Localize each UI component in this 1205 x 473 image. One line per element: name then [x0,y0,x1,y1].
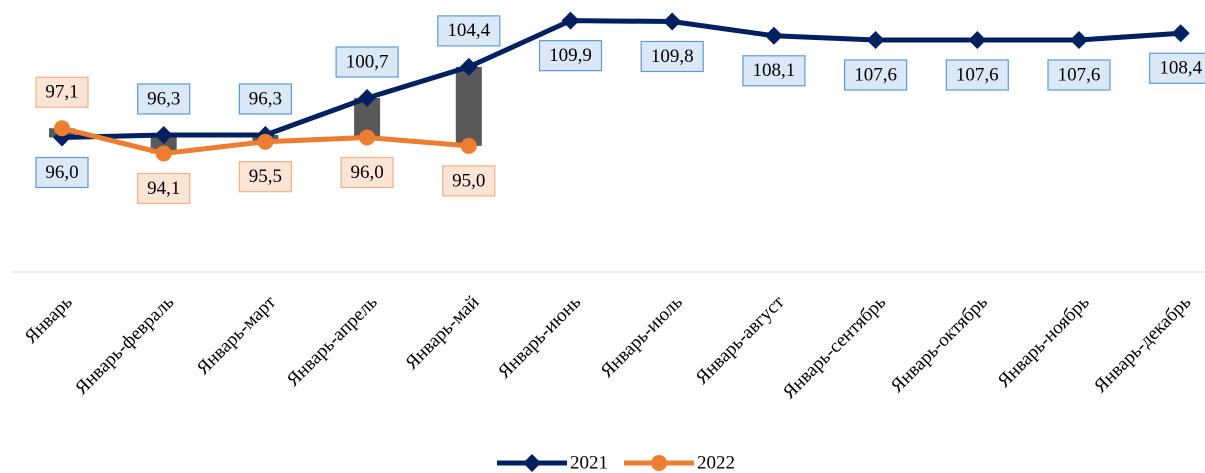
x-tick-label: Январь-октябрь [887,292,992,397]
data-label-box [843,59,908,91]
data-label: 107,6 [1047,59,1111,91]
marker [154,125,173,144]
data-label-box [538,40,603,72]
data-label-text: 107,6 [854,64,897,85]
marker [459,57,478,76]
data-label: 96,0 [35,156,89,189]
marker [359,129,376,146]
data-label-box [742,55,806,87]
data-label-box [437,15,501,47]
data-label-box [442,165,496,197]
x-tick-label: Январь-февраль [71,292,178,399]
data-label-box [137,83,191,115]
marker [257,133,274,150]
marker [1171,24,1190,43]
data-label-box [640,40,704,73]
x-tick-label: Январь-декабрь [1090,292,1195,397]
legend-marker [651,455,667,471]
data-label-text: 107,6 [956,64,999,85]
data-label: 94,1 [137,172,191,205]
marker [663,12,682,31]
data-label-text: 109,8 [651,46,694,67]
data-label-text: 107,6 [1058,64,1101,85]
data-label: 108,1 [742,55,806,87]
data-label: 96,3 [238,83,292,115]
legend-item: 2022 [624,452,735,473]
data-label: 95,5 [238,161,292,193]
data-label-box [335,46,399,78]
data-label-text: 96,3 [147,88,180,109]
data-label-box [238,83,292,115]
data-label: 107,6 [945,59,1009,91]
data-label: 109,9 [538,40,603,72]
data-label: 104,4 [437,15,501,47]
legend-marker [523,454,541,472]
marker [866,30,885,49]
x-tick-label: Январь [21,292,77,348]
x-tick-label: Январь-август [692,291,789,388]
data-label-text: 97,1 [45,82,78,103]
data-label-box [137,172,191,205]
legend-label: 2021 [570,452,608,473]
marker [358,88,377,107]
data-label-text: 96,0 [45,162,78,183]
data-label-box [1149,52,1205,84]
data-label-text: 95,5 [249,166,282,187]
data-label: 95,0 [442,165,496,197]
x-tick-label: Январь-июнь [494,292,585,383]
data-label: 100,7 [335,46,399,78]
x-tick-label: Январь-ноябрь [994,292,1094,392]
data-label: 96,0 [340,156,394,189]
data-label-box [35,156,89,189]
data-label-box [945,59,1009,91]
x-tick-label: Январь-июль [597,292,687,382]
data-label: 108,4 [1149,52,1205,84]
data-label: 107,6 [843,59,908,91]
data-label-box [35,76,89,108]
marker [561,11,580,30]
data-label-text: 108,1 [753,60,796,81]
x-tick-label: Январь-апрель [283,292,382,391]
data-label-text: 109,9 [549,45,592,66]
legend-label: 2022 [697,452,735,473]
marker [460,137,477,154]
data-label: 97,1 [35,76,89,108]
data-label-box [1047,59,1111,91]
legend-item: 2021 [497,452,608,473]
data-label-text: 104,4 [447,20,490,41]
data-label: 96,3 [137,83,191,115]
data-label-text: 100,7 [346,51,389,72]
x-tick-label: Январь-сентябрь [779,292,891,404]
data-label-text: 94,1 [147,178,180,199]
x-tick-label: Январь-март [193,291,281,379]
marker [155,145,172,162]
data-label-box [238,161,292,193]
marker [968,30,987,49]
data-label-text: 96,3 [249,88,282,109]
data-label-box [340,156,394,189]
hi-lo-bar [455,66,482,146]
marker [54,120,70,137]
marker [1070,30,1088,49]
data-label-text: 108,4 [1159,58,1202,79]
data-label-text: 96,0 [350,162,383,183]
x-tick-label: Январь-май [401,292,483,374]
data-label-text: 95,0 [452,170,485,191]
series-line [61,18,1181,140]
marker [764,26,783,45]
data-label: 109,8 [640,40,704,73]
